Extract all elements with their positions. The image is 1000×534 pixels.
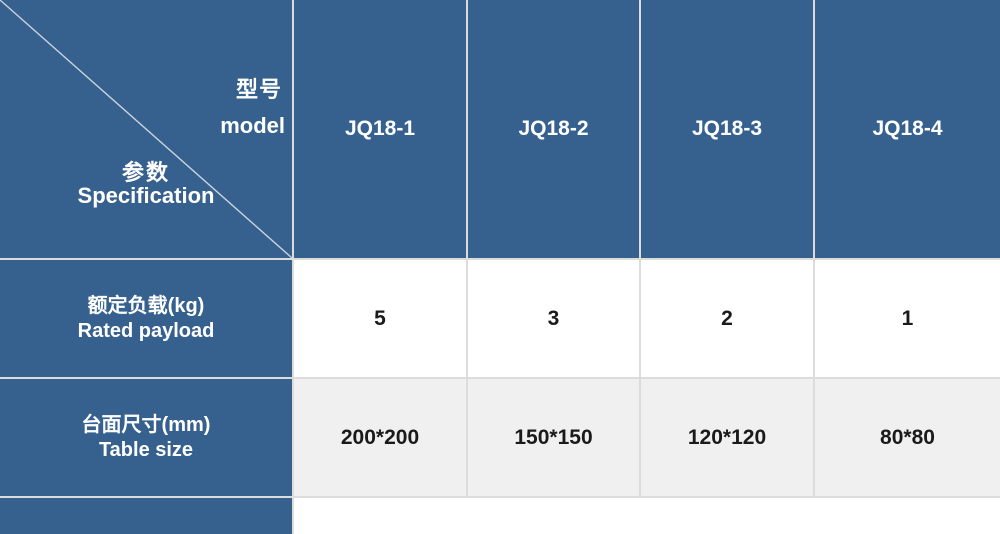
value-table-size-jq18-3: 120*120 [641,379,813,496]
value-rated-payload-jq18-1: 5 [294,260,466,377]
value-rated-payload-jq18-2: 3 [468,260,639,377]
value-table-size-jq18-1: 200*200 [294,379,466,496]
value-table-size-jq18-2: 150*150 [468,379,639,496]
row-label-rated-payload-cn: 额定负载(kg) [87,294,205,317]
partial-row-values [294,498,1000,534]
row-label-table-size-cn: 台面尺寸(mm) [81,413,211,436]
row-label-rated-payload: 额定负载(kg) Rated payload [0,260,292,377]
column-header-jq18-1: JQ18-1 [294,0,466,258]
row-label-table-size: 台面尺寸(mm) Table size [0,379,292,496]
value-rated-payload-jq18-4: 1 [815,260,1000,377]
column-header-jq18-4: JQ18-4 [815,0,1000,258]
corner-spec-label-en: Specification [77,183,215,208]
corner-header-cell: 型号 model 参数 Specification [0,0,292,258]
row-label-table-size-en: Table size [98,438,194,461]
corner-model-label-cn: 型号 [235,77,282,102]
value-table-size-jq18-4: 80*80 [815,379,1000,496]
row-label-rated-payload-en: Rated payload [77,319,215,342]
row-label-partial [0,498,292,534]
column-header-jq18-3: JQ18-3 [641,0,813,258]
corner-model-label-en: model [220,113,285,138]
corner-spec-label-cn: 参数 [121,160,170,185]
diagonal-divider-line [0,0,292,258]
corner-spec-label: 参数 Specification [0,161,292,207]
column-header-jq18-2: JQ18-2 [468,0,639,258]
value-rated-payload-jq18-3: 2 [641,260,813,377]
